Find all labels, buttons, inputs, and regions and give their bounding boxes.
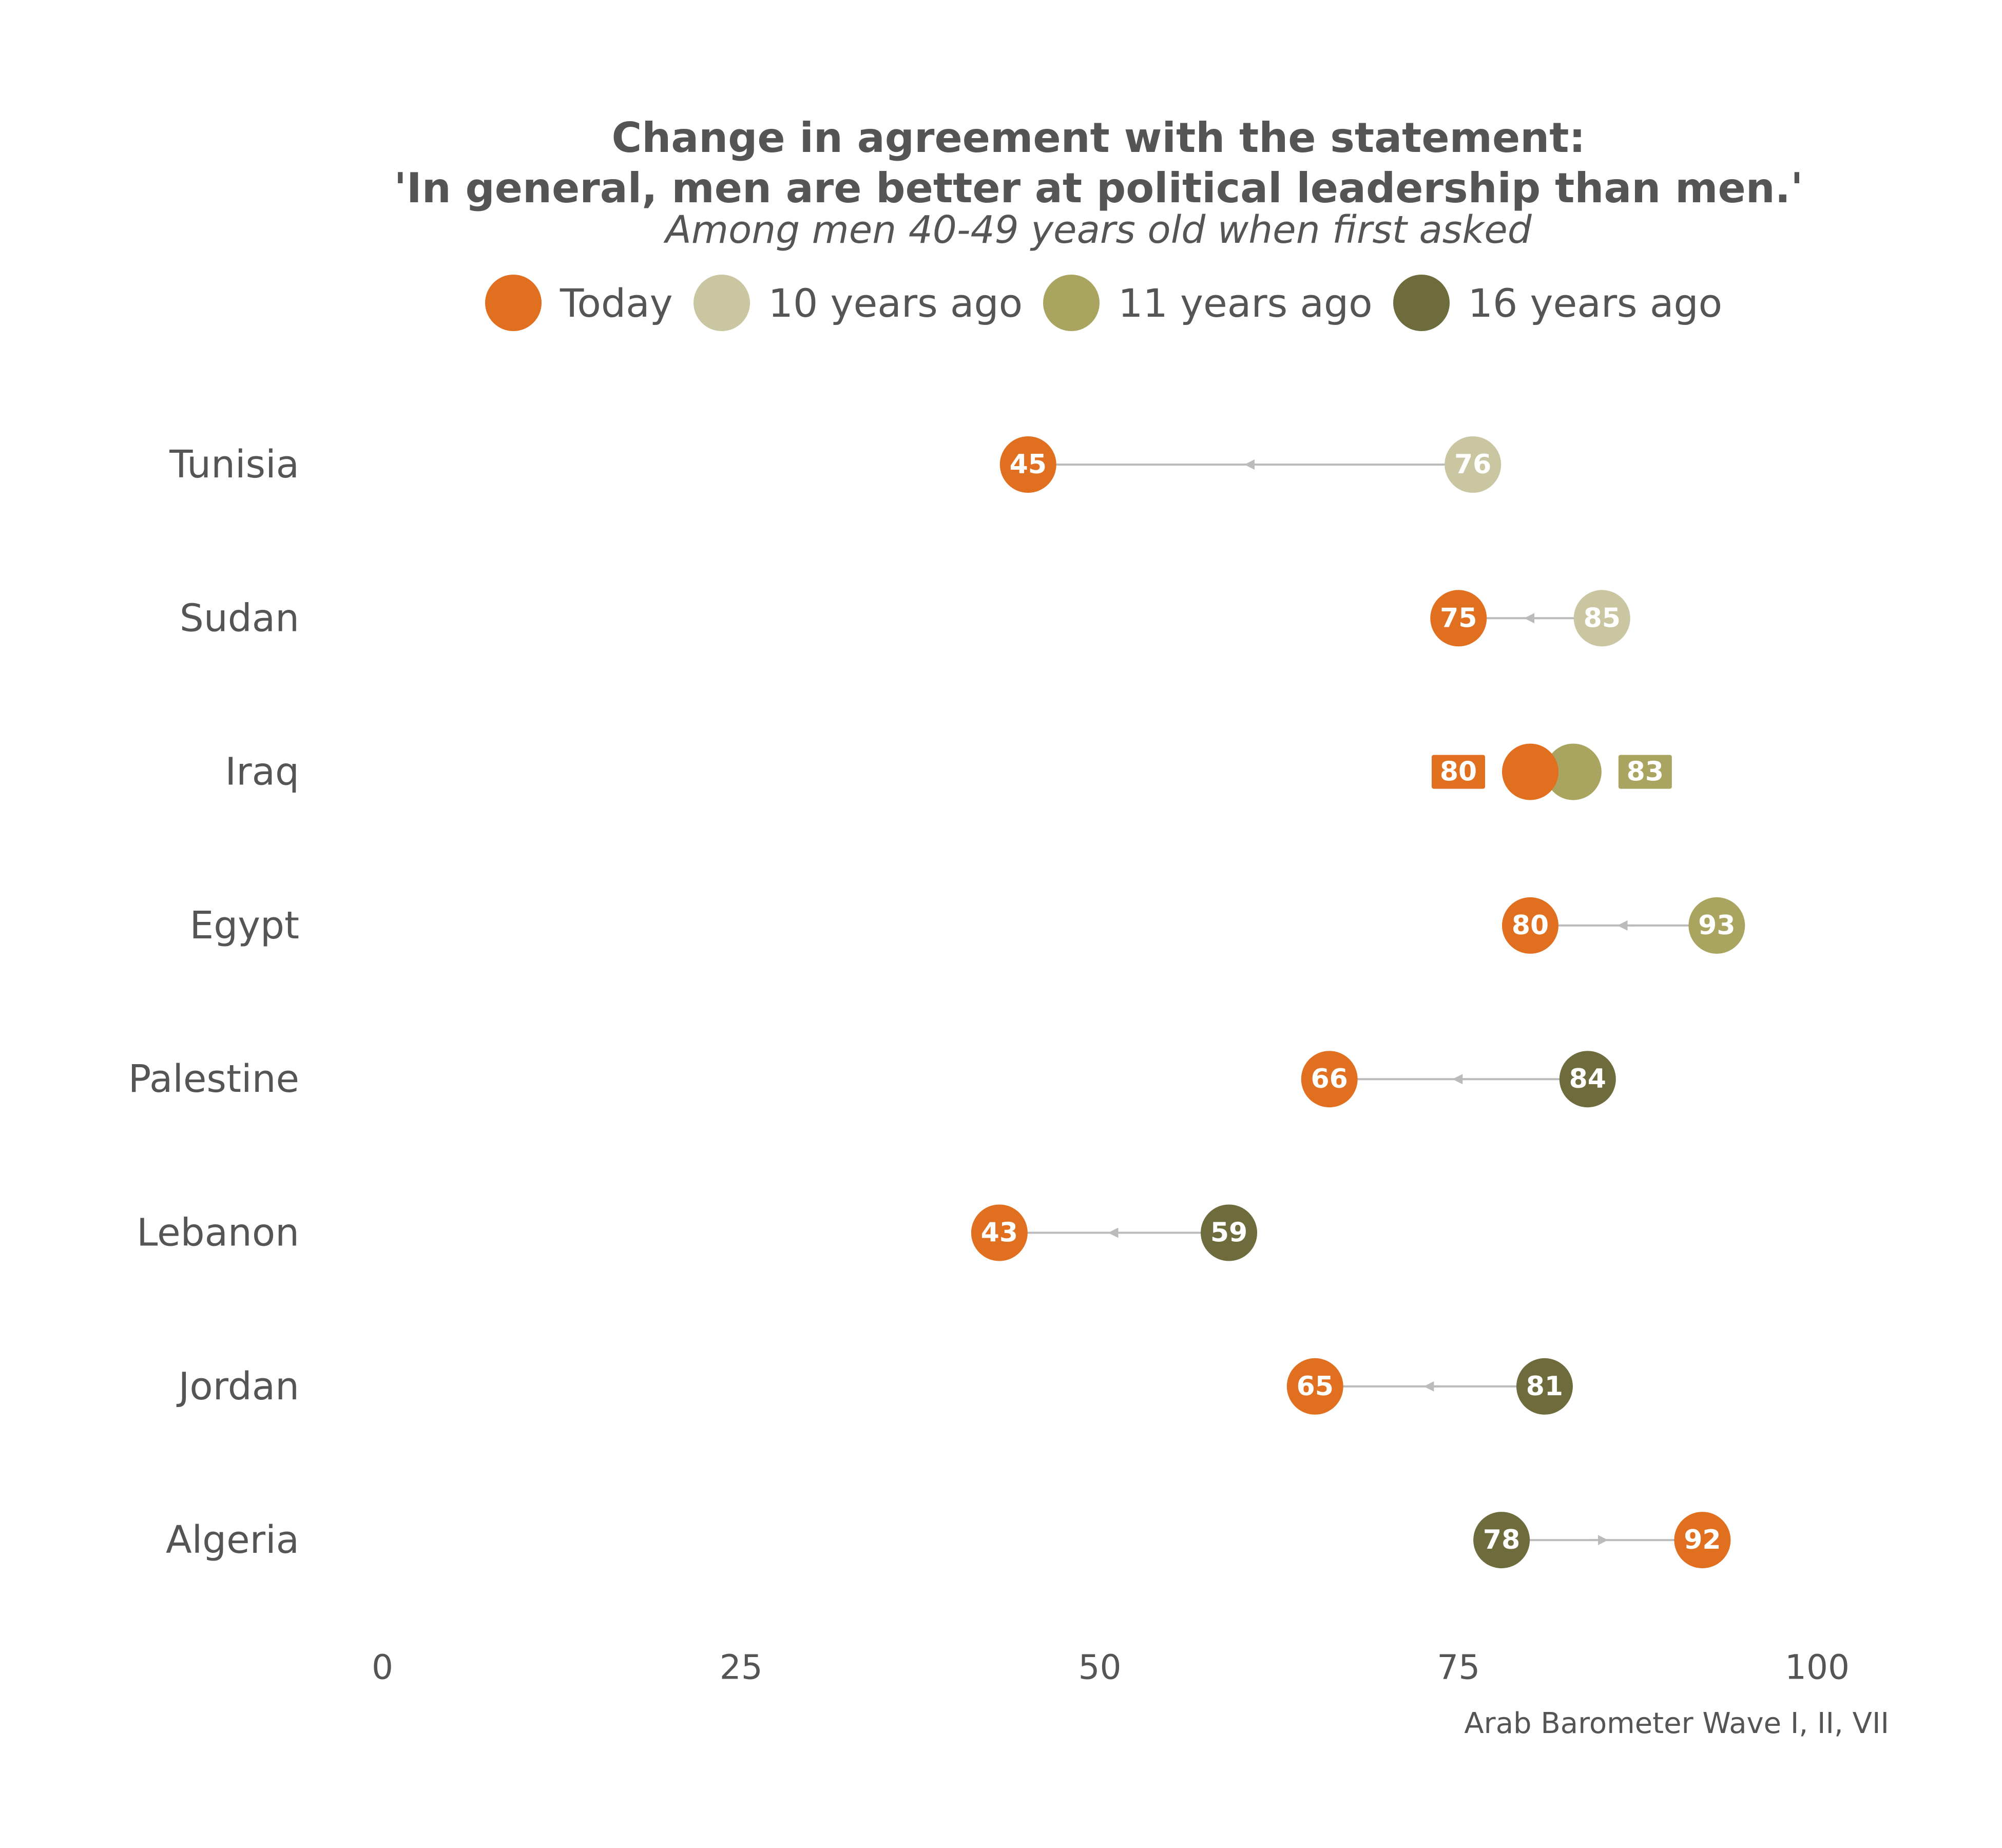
past-value-label: 85 bbox=[1584, 603, 1621, 633]
past-point bbox=[1545, 743, 1602, 800]
row-sudan: Sudan 85 75 bbox=[180, 590, 1630, 647]
past-point bbox=[1688, 897, 1745, 954]
row-jordan: Jordan 81 65 bbox=[177, 1358, 1573, 1415]
today-value-label: 80 bbox=[1512, 910, 1549, 941]
today-point bbox=[1502, 743, 1558, 800]
past-point bbox=[1201, 1204, 1258, 1261]
past-point bbox=[1516, 1358, 1573, 1415]
country-label: Lebanon bbox=[137, 1211, 299, 1255]
legend-item: 10 years ago bbox=[693, 275, 1023, 331]
past-point bbox=[1445, 436, 1502, 493]
today-point bbox=[1502, 897, 1558, 954]
past-value-label: 81 bbox=[1526, 1371, 1563, 1402]
legend-label: 10 years ago bbox=[768, 280, 1023, 326]
row-algeria: Algeria 78 92 bbox=[166, 1512, 1731, 1569]
chart-title: Change in agreement with the statement: bbox=[611, 114, 1586, 162]
row-lebanon: Lebanon 59 43 bbox=[137, 1204, 1258, 1261]
country-label: Iraq bbox=[225, 750, 299, 794]
today-point bbox=[971, 1204, 1028, 1261]
today-value-label: 43 bbox=[981, 1218, 1018, 1248]
legend-swatch bbox=[1393, 275, 1450, 331]
today-value-label: 45 bbox=[1010, 449, 1047, 480]
today-value-label: 92 bbox=[1684, 1525, 1721, 1555]
past-point bbox=[1573, 590, 1630, 647]
country-label: Egypt bbox=[189, 903, 299, 948]
source-note: Arab Barometer Wave I, II, VII bbox=[1464, 1707, 1889, 1740]
today-value-label: 80 bbox=[1440, 757, 1477, 787]
today-value-label: 75 bbox=[1440, 603, 1477, 633]
past-point bbox=[1473, 1512, 1530, 1569]
chart-title-line2: 'In general, men are better at political… bbox=[394, 164, 1803, 212]
row-iraq: Iraq 80 83 bbox=[225, 743, 1672, 800]
x-tick-label: 25 bbox=[720, 1648, 763, 1687]
today-point bbox=[1430, 590, 1487, 647]
past-point bbox=[1559, 1051, 1616, 1108]
today-value-label: 66 bbox=[1311, 1064, 1348, 1094]
legend-swatch bbox=[693, 275, 750, 331]
past-value-label: 93 bbox=[1698, 910, 1735, 941]
country-label: Tunisia bbox=[169, 442, 299, 487]
legend-label: 11 years ago bbox=[1118, 280, 1373, 326]
today-point bbox=[999, 436, 1056, 493]
country-label: Algeria bbox=[166, 1518, 299, 1562]
today-point bbox=[1286, 1358, 1343, 1415]
past-value-box bbox=[1618, 755, 1672, 789]
row-palestine: Palestine 84 66 bbox=[128, 1051, 1616, 1108]
legend-swatch bbox=[1043, 275, 1100, 331]
past-value-label: 59 bbox=[1210, 1218, 1247, 1248]
row-tunisia: Tunisia 76 45 bbox=[169, 436, 1502, 493]
today-point bbox=[1301, 1051, 1358, 1108]
country-label: Palestine bbox=[128, 1057, 299, 1101]
legend-swatch bbox=[485, 275, 542, 331]
x-tick-label: 50 bbox=[1079, 1648, 1122, 1687]
country-label: Jordan bbox=[177, 1364, 299, 1409]
chart-subtitle: Among men 40-49 years old when first ask… bbox=[665, 208, 1532, 252]
past-value-label: 83 bbox=[1627, 757, 1664, 787]
legend-item: 11 years ago bbox=[1043, 275, 1373, 331]
legend: Today 10 years ago 11 years ago 16 years ag… bbox=[0, 272, 2002, 334]
x-tick-label: 100 bbox=[1785, 1648, 1850, 1687]
country-label: Sudan bbox=[180, 596, 299, 640]
legend-label: Today bbox=[560, 280, 673, 326]
today-point bbox=[1674, 1512, 1731, 1569]
legend-item: 16 years ago bbox=[1393, 275, 1722, 331]
today-value-label: 65 bbox=[1297, 1371, 1334, 1402]
x-tick-label: 75 bbox=[1437, 1648, 1480, 1687]
past-value-label: 84 bbox=[1569, 1064, 1606, 1094]
row-egypt: Egypt 93 80 bbox=[189, 897, 1745, 954]
x-axis: 0 25 50 75 100 bbox=[372, 1648, 1850, 1687]
past-value-label: 76 bbox=[1454, 449, 1491, 480]
rows-layer: Tunisia 76 45 Sudan 85 75 Iraq 80 83 Egypt 93 80 Pal… bbox=[128, 436, 1745, 1569]
past-value-label: 78 bbox=[1483, 1525, 1520, 1555]
legend-item: Today bbox=[485, 275, 673, 331]
legend-label: 16 years ago bbox=[1468, 280, 1723, 326]
x-tick-label: 0 bbox=[372, 1648, 393, 1687]
today-value-box bbox=[1432, 755, 1485, 789]
